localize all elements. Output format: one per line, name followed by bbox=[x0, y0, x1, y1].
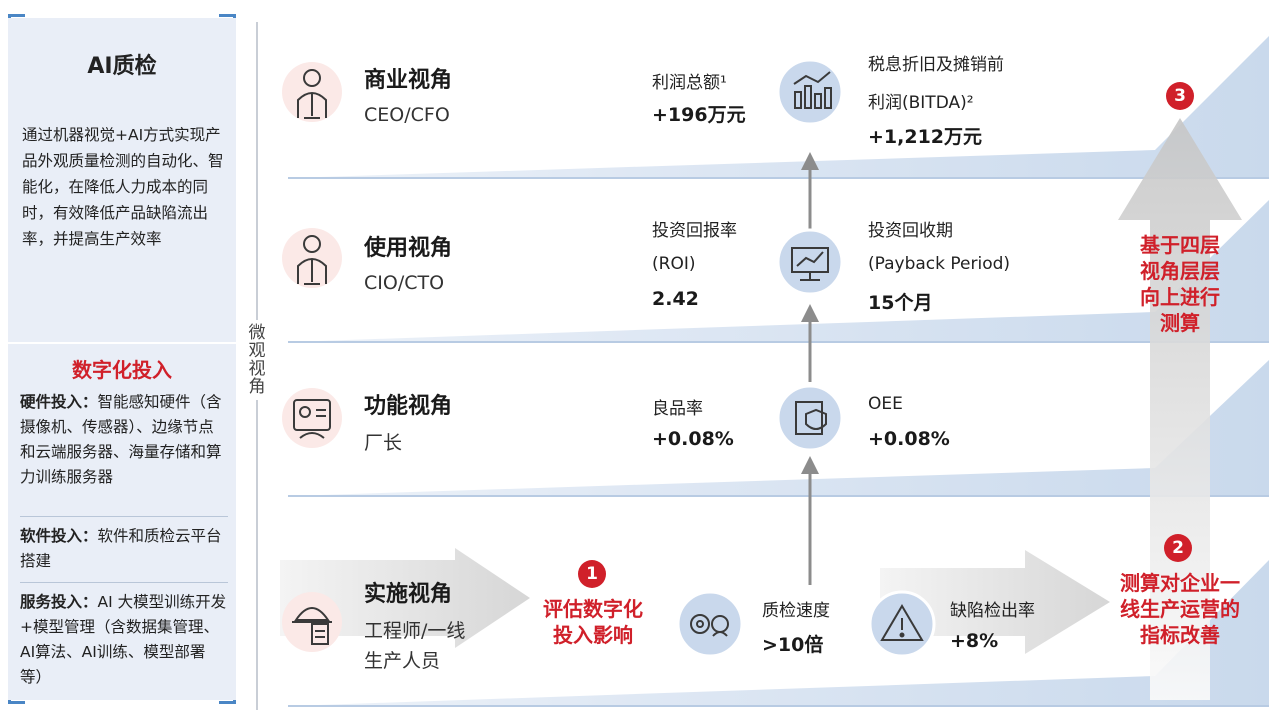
layer-usage-title: 使用视角 bbox=[364, 236, 453, 261]
layer-usage-role: CIO/CTO bbox=[364, 272, 445, 294]
metric-profit-label: 利润总额¹ bbox=[652, 73, 727, 93]
step-2-text: 测算对企业一 线生产运营的 指标改善 bbox=[1120, 571, 1240, 647]
metric-ebitda-label2: 利润(BITDA)² bbox=[868, 93, 974, 113]
divider bbox=[20, 582, 228, 583]
metric-profit-value: +196万元 bbox=[652, 104, 746, 126]
metric-icon-circles bbox=[676, 58, 936, 658]
metric-payback-label: 投资回收期 bbox=[868, 221, 953, 241]
layer-implementation-role: 工程师/一线 bbox=[364, 620, 466, 642]
metric-speed-value: >10倍 bbox=[762, 634, 824, 656]
digital-investment-box: 数字化投入 硬件投入：智能感知硬件（含摄像机、传感器）、边缘节点和云端服务器、海… bbox=[8, 344, 236, 700]
metric-ebitda-value: +1,212万元 bbox=[868, 126, 983, 148]
micro-perspective-label: 微观视角 bbox=[246, 320, 268, 400]
horizontal-arrow-2 bbox=[880, 550, 1110, 654]
ai-description: 通过机器视觉+AI方式实现产品外观质量检测的自动化、智能化，在降低人力成本的同时… bbox=[22, 126, 224, 248]
metric-roi-label2: (ROI) bbox=[652, 254, 696, 274]
upward-arrow bbox=[1118, 118, 1242, 700]
investment-software: 软件投入：软件和质检云平台搭建 bbox=[20, 527, 222, 570]
layer-implementation-title: 实施视角 bbox=[364, 582, 453, 607]
metric-defect-value: +8% bbox=[950, 630, 999, 652]
horizontal-arrow-1 bbox=[280, 548, 530, 648]
metric-yield-label: 良品率 bbox=[652, 399, 703, 419]
step-1-badge: 1 bbox=[578, 560, 606, 588]
metric-oee-label: OEE bbox=[868, 394, 903, 414]
digital-investment-title: 数字化投入 bbox=[72, 358, 172, 382]
step-2-badge: 2 bbox=[1164, 534, 1192, 562]
metric-payback-label2: (Payback Period) bbox=[868, 254, 1011, 274]
metric-ebitda-label: 税息折旧及摊销前 bbox=[868, 55, 1004, 75]
metric-defect-label: 缺陷检出率 bbox=[950, 601, 1035, 621]
investment-hardware: 硬件投入：智能感知硬件（含摄像机、传感器）、边缘节点和云端服务器、海量存储和算力… bbox=[20, 393, 222, 486]
step-3-text: 基于四层 视角层层 向上进行 测算 bbox=[1140, 233, 1220, 335]
metric-roi-value: 2.42 bbox=[652, 288, 699, 310]
investment-service: 服务投入：AI 大模型训练开发+模型管理（含数据集管理、AI算法、AI训练、模型… bbox=[20, 593, 227, 686]
ai-inspection-box: AI质检 通过机器视觉+AI方式实现产品外观质量检测的自动化、智能化，在降低人力… bbox=[8, 18, 236, 342]
step-3-badge: 3 bbox=[1166, 82, 1194, 110]
divider bbox=[20, 516, 228, 517]
metric-speed-label: 质检速度 bbox=[762, 601, 830, 621]
ai-title: AI质检 bbox=[87, 54, 157, 79]
left-panel: AI质检 通过机器视觉+AI方式实现产品外观质量检测的自动化、智能化，在降低人力… bbox=[8, 14, 236, 704]
layer-implementation-role2: 生产人员 bbox=[364, 650, 441, 672]
layer-function-role: 厂长 bbox=[364, 432, 403, 454]
layer-business-role: CEO/CFO bbox=[364, 104, 450, 126]
connector-arrows bbox=[801, 152, 819, 585]
layer-function-title: 功能视角 bbox=[364, 394, 453, 419]
metric-yield-value: +0.08% bbox=[652, 428, 734, 450]
metric-payback-value: 15个月 bbox=[868, 292, 933, 314]
metric-roi-label: 投资回报率 bbox=[652, 221, 737, 241]
step-1-text: 评估数字化 投入影响 bbox=[543, 597, 643, 647]
layer-business-title: 商业视角 bbox=[364, 68, 453, 93]
metric-oee-value: +0.08% bbox=[868, 428, 950, 450]
